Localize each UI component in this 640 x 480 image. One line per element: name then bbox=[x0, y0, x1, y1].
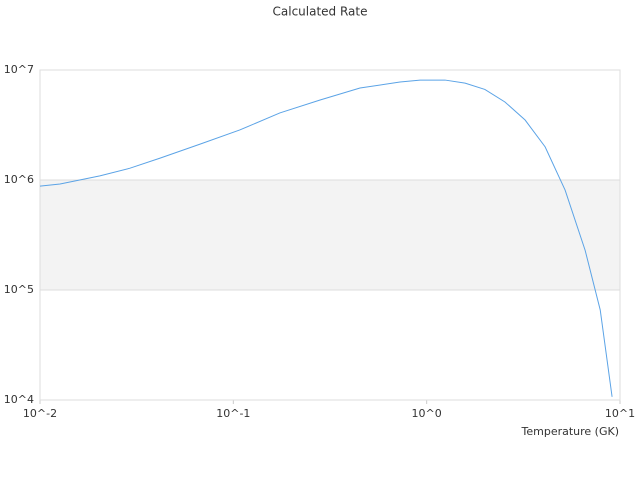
y-tick-label: 10^5 bbox=[4, 283, 34, 296]
x-tick-label: 10^-1 bbox=[216, 407, 250, 420]
y-tick-label: 10^7 bbox=[4, 63, 34, 76]
chart-title: Calculated Rate bbox=[273, 5, 368, 19]
y-tick-label: 10^6 bbox=[4, 173, 34, 186]
x-tick-label: 10^1 bbox=[605, 407, 635, 420]
plot-frame bbox=[39, 69, 621, 401]
x-tick-label: 10^0 bbox=[412, 407, 442, 420]
grid-band bbox=[40, 180, 620, 290]
x-tick-label: 10^-2 bbox=[23, 407, 57, 420]
y-tick-label: 10^4 bbox=[4, 393, 34, 406]
data-line bbox=[39, 79, 613, 397]
x-axis-label: Temperature (GK) bbox=[521, 425, 620, 438]
